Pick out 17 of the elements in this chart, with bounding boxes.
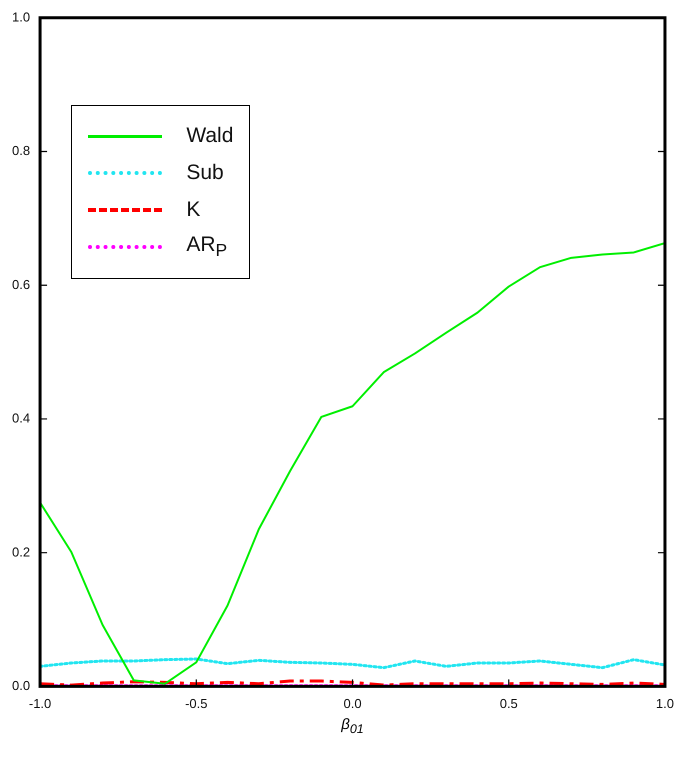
legend-label: K [186, 198, 200, 222]
y-tick-label: 0.0 [12, 678, 30, 693]
y-tick-label: 0.6 [12, 276, 30, 292]
line-series [40, 657, 665, 670]
y-tick-label: 0.8 [12, 143, 30, 158]
legend-label: Sub [186, 161, 224, 186]
y-tick-label: 0.2 [12, 544, 30, 560]
y-tick-label: 1.0 [12, 9, 30, 24]
x-tick-label: 1.0 [656, 696, 674, 711]
legend-label: Wald [186, 124, 234, 148]
x-tick-label: 0.5 [500, 696, 518, 711]
x-tick-label: -0.5 [185, 696, 208, 711]
legend-label: AR$_{P}$ [186, 233, 228, 262]
x-axis-title: β$_{01}$ [341, 716, 364, 736]
x-tick-label: 0.0 [343, 696, 362, 711]
x-tick-label: -1.0 [28, 696, 52, 711]
y-tick-label: 0.4 [12, 410, 30, 426]
